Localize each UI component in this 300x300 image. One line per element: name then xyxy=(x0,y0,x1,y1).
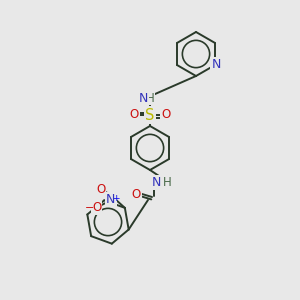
Text: O: O xyxy=(131,188,141,200)
Text: O: O xyxy=(96,183,106,196)
Text: N: N xyxy=(138,92,148,104)
Text: N: N xyxy=(151,176,161,188)
Text: O: O xyxy=(129,109,139,122)
Text: O: O xyxy=(92,201,101,214)
Text: H: H xyxy=(146,92,154,104)
Text: N: N xyxy=(212,58,221,71)
Text: −: − xyxy=(85,203,94,213)
Text: O: O xyxy=(161,109,171,122)
Text: N: N xyxy=(106,194,116,206)
Text: H: H xyxy=(163,176,171,188)
Text: +: + xyxy=(112,194,120,203)
Text: S: S xyxy=(145,107,155,122)
